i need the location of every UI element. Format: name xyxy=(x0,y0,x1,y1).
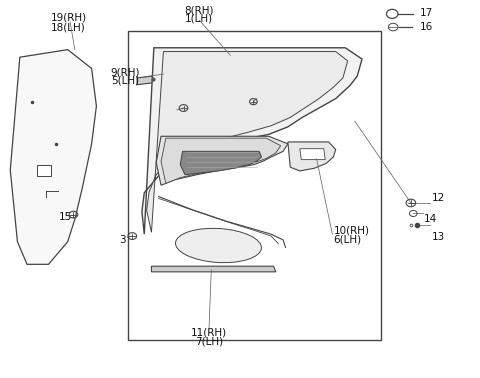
Polygon shape xyxy=(36,164,51,176)
Text: 2: 2 xyxy=(169,105,175,115)
Polygon shape xyxy=(10,50,96,264)
Polygon shape xyxy=(288,142,336,171)
Text: 13: 13 xyxy=(432,232,444,242)
Text: 12: 12 xyxy=(432,194,444,203)
Text: 15: 15 xyxy=(59,212,72,222)
Text: 7(LH): 7(LH) xyxy=(195,336,223,347)
Text: 17: 17 xyxy=(420,8,433,18)
Ellipse shape xyxy=(176,228,262,263)
Polygon shape xyxy=(152,266,276,272)
Text: 18(LH): 18(LH) xyxy=(51,22,86,32)
Text: 3: 3 xyxy=(120,235,126,245)
Text: 1(LH): 1(LH) xyxy=(185,14,214,24)
Polygon shape xyxy=(156,136,288,185)
Bar xyxy=(128,31,381,340)
Text: 8(RH): 8(RH) xyxy=(185,5,214,15)
Polygon shape xyxy=(180,151,262,175)
Text: 16: 16 xyxy=(420,22,433,32)
Polygon shape xyxy=(147,51,348,232)
Text: 14: 14 xyxy=(424,214,437,224)
Polygon shape xyxy=(137,55,333,85)
Text: 10(RH): 10(RH) xyxy=(333,225,369,235)
Text: 11(RH): 11(RH) xyxy=(191,328,227,338)
Text: 5(LH): 5(LH) xyxy=(111,76,140,86)
Text: 9(RH): 9(RH) xyxy=(110,67,140,77)
Polygon shape xyxy=(142,48,362,234)
Text: 4: 4 xyxy=(259,96,266,105)
Text: 6(LH): 6(LH) xyxy=(333,234,361,244)
Text: 19(RH): 19(RH) xyxy=(51,12,87,23)
Polygon shape xyxy=(161,138,281,183)
Polygon shape xyxy=(300,149,325,160)
